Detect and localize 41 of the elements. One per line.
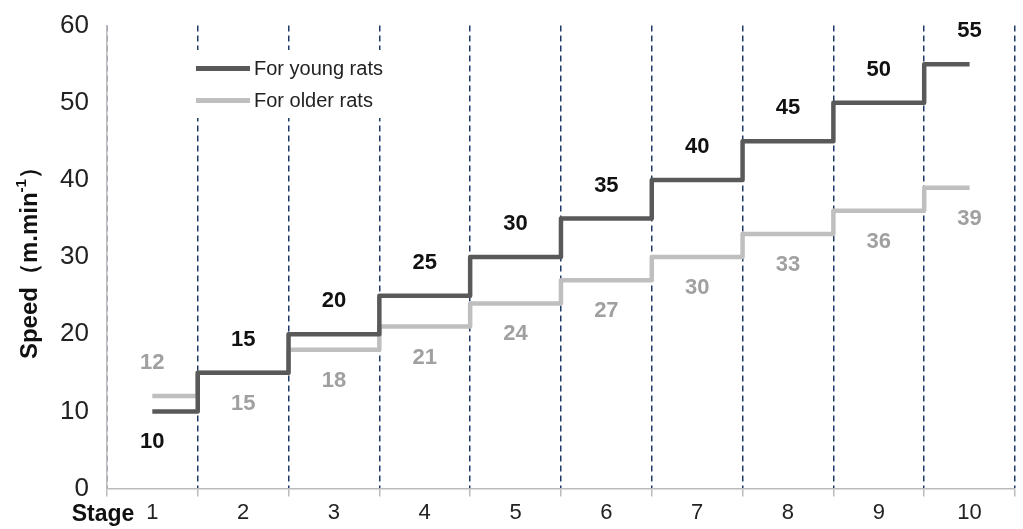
data-label: 40 (684, 133, 710, 158)
data-label: 55 (957, 17, 982, 43)
data-label: 10 (140, 428, 165, 454)
x-tick-label: 1 (146, 498, 159, 524)
x-tick-label: 6 (600, 498, 613, 524)
y-tick-label: 30 (60, 240, 89, 271)
legend-label: For young rats (254, 56, 383, 80)
data-label: 30 (503, 210, 528, 236)
x-tick-label: 8 (781, 498, 795, 524)
x-tick-label: 9 (872, 498, 885, 524)
data-label: 20 (321, 287, 347, 313)
data-label: 12 (140, 349, 165, 375)
data-label: 27 (594, 297, 619, 323)
x-tick-label: 5 (509, 498, 522, 524)
y-tick-label: 50 (60, 85, 89, 116)
data-label: 36 (866, 227, 892, 253)
data-label: 15 (230, 325, 256, 351)
x-tick-label: 3 (327, 498, 341, 524)
x-tick-label: 2 (237, 498, 250, 524)
legend-label: For older rats (254, 88, 373, 112)
data-label: 39 (957, 204, 982, 230)
data-label: 35 (594, 171, 619, 197)
data-label: 24 (503, 320, 529, 346)
y-axis-title: Speed（m.min-1） (12, 155, 42, 360)
y-tick-label: 0 (74, 471, 89, 502)
data-label: 15 (230, 389, 256, 415)
data-label: 21 (412, 343, 437, 369)
data-label: 30 (684, 274, 710, 300)
y-tick-label: 20 (60, 317, 89, 348)
data-label: 33 (775, 251, 801, 277)
y-tick-label: 60 (60, 8, 89, 39)
x-tick-label: 7 (691, 498, 704, 524)
x-tick-label: 4 (418, 498, 431, 524)
data-label: 45 (775, 94, 801, 120)
data-label: 50 (866, 55, 892, 81)
y-tick-label: 10 (60, 394, 89, 425)
x-tick-label: 10 (957, 498, 982, 524)
data-label: 25 (412, 248, 437, 274)
data-label: 18 (321, 366, 347, 392)
x-axis-title: Stage (71, 500, 135, 527)
y-tick-label: 40 (60, 163, 89, 194)
